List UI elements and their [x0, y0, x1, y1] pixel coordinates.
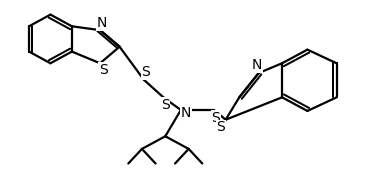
- Text: S: S: [216, 120, 225, 134]
- Text: S: S: [161, 98, 170, 112]
- Text: S: S: [142, 65, 150, 79]
- Text: N: N: [97, 16, 107, 30]
- Text: S: S: [99, 63, 107, 77]
- Text: N: N: [252, 58, 262, 72]
- Text: N: N: [180, 106, 191, 120]
- Text: S: S: [212, 111, 220, 125]
